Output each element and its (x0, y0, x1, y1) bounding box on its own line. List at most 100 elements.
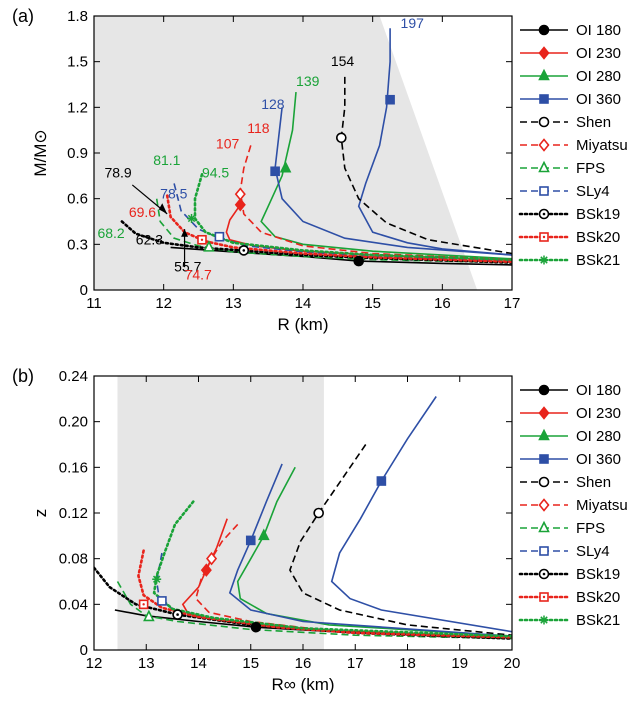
y-tick-label: 1.5 (67, 54, 88, 71)
annotation-label: 118 (247, 120, 270, 136)
series-line-2 (260, 92, 512, 260)
y-tick-label: 0.3 (67, 236, 88, 253)
y-tick-label: 0.6 (67, 191, 88, 208)
annotation-label: 81.1 (153, 152, 180, 168)
legend-marker (539, 546, 549, 556)
legend-marker (538, 68, 550, 81)
series-marker-3 (376, 476, 387, 486)
legend-item: OI 230 (520, 405, 621, 422)
legend-marker (538, 160, 550, 173)
legend-item: BSk19 (518, 566, 620, 583)
legend-marker-center (542, 572, 546, 576)
legend-item: OI 230 (520, 45, 621, 62)
legend-marker-center (542, 595, 546, 599)
legend-marker (538, 116, 550, 128)
legend-label: OI 230 (576, 45, 621, 62)
series-line-7 (116, 581, 512, 640)
series-marker-10-center (142, 603, 145, 606)
legend-marker (538, 46, 550, 60)
x-tick-label: 20 (504, 655, 521, 672)
legend-label: OI 230 (576, 405, 621, 422)
series-marker-9-center (176, 613, 179, 616)
series-marker-11 (187, 213, 197, 223)
panel-label: (b) (12, 366, 34, 386)
series-marker-1 (200, 563, 212, 577)
x-tick-label: 15 (242, 655, 259, 672)
legend-label: BSk19 (576, 206, 620, 223)
y-tick-label: 0.08 (59, 551, 88, 568)
legend-label: OI 360 (576, 91, 621, 108)
series-marker-2 (258, 528, 270, 541)
x-tick-label: 13 (138, 655, 155, 672)
legend-item: SLy4 (520, 183, 610, 200)
annotation-label: 128 (261, 96, 285, 112)
legend-marker (539, 186, 549, 196)
y-tick-label: 0.12 (59, 505, 88, 522)
legend-item: BSk19 (518, 206, 620, 223)
series-marker-2 (279, 160, 292, 173)
series-marker-11 (152, 574, 162, 584)
legend-item: BSk20 (518, 589, 620, 606)
x-tick-label: 11 (86, 295, 102, 312)
series-marker-6 (234, 187, 246, 201)
legend-item: Shen (520, 474, 611, 491)
series-marker-7 (203, 240, 215, 252)
annotation-label: 69.6 (129, 204, 156, 220)
x-axis-label: R (km) (278, 315, 329, 334)
legend-label: Miyatsu (576, 497, 628, 514)
series-line-4 (228, 463, 512, 638)
y-axis-label: M/M⊙ (31, 129, 50, 176)
legend-marker (538, 24, 550, 36)
chart-panel-b: 12 13 14 15 16 17 18 19 20 0 0.04 0.08 0.12 0.16 0.20 0… (12, 366, 520, 694)
series-line-3 (330, 396, 512, 633)
x-tick-label: 12 (86, 655, 103, 672)
chart-panel-a: 197 154 139 128 118 107 81.1 94.5 78.9 78.569.6 68… (12, 6, 520, 334)
legend-label: BSk21 (576, 612, 620, 629)
legend-marker (538, 476, 550, 488)
series-line-3 (357, 28, 512, 256)
y-tick-label: 1.8 (67, 8, 88, 25)
annotation-label: 94.5 (202, 164, 229, 180)
annotation-arrowhead (181, 229, 189, 237)
x-tick-label: 19 (451, 655, 468, 672)
annotation-label: 74.7 (185, 266, 212, 282)
x-tick-label: 14 (295, 295, 312, 312)
series-marker-0 (353, 255, 365, 267)
annotation-label: 197 (401, 15, 425, 31)
series-marker-1 (234, 197, 246, 212)
legend-item: Miyatsu (520, 137, 628, 154)
series-marker-9-center (242, 249, 246, 252)
series-line-4 (274, 107, 512, 256)
legend-item: OI 180 (520, 382, 621, 399)
legend-marker (539, 615, 549, 625)
x-tick-label: 17 (504, 295, 521, 312)
legend-marker (538, 406, 550, 420)
annotation-label: 154 (331, 53, 355, 69)
y-axis-label: z (31, 509, 50, 518)
y-tick-label: 0.04 (59, 596, 88, 613)
legend-item: BSk21 (518, 252, 620, 269)
annotation-label: 62.3 (136, 231, 163, 247)
legend-item: OI 180 (520, 22, 621, 39)
x-tick-label: 16 (434, 295, 451, 312)
legend-panel-a: OI 180 OI 230 OI 280 OI 360 Shen Miyatsu FPS SL… (518, 22, 628, 269)
annotation-arrowhead (158, 203, 168, 214)
series-marker-6 (206, 551, 218, 566)
series-marker-4 (270, 166, 280, 177)
annotation-label: 78.9 (104, 164, 131, 180)
series-marker-11-stroke (152, 575, 161, 583)
legend-label: OI 280 (576, 428, 621, 445)
legend-item: BSk21 (518, 612, 620, 629)
legend-item: OI 360 (520, 91, 621, 108)
annotation-label: 78.5 (160, 186, 187, 202)
legend-marker (538, 384, 550, 396)
x-tick-label: 17 (347, 655, 364, 672)
legend-item: FPS (520, 160, 605, 177)
legend-marker (539, 255, 549, 265)
series-marker-3 (385, 94, 395, 105)
legend-marker (538, 138, 550, 152)
legend-marker-stroke (540, 616, 548, 624)
series-marker-0 (250, 621, 262, 633)
annotation-label: 55.7 (174, 259, 201, 275)
